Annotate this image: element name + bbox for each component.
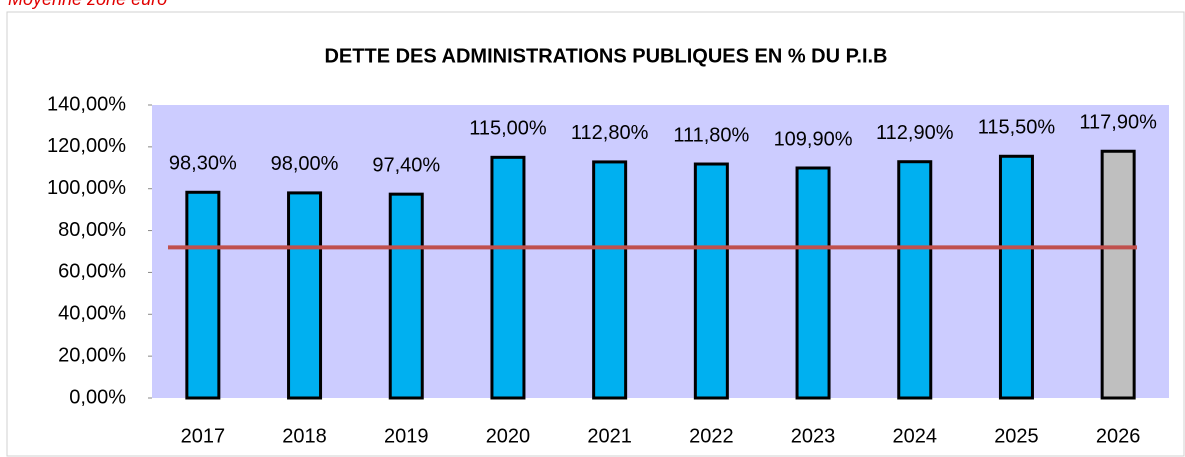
y-tick-label: 0,00% <box>69 386 126 408</box>
bar <box>592 160 628 400</box>
bar <box>693 162 729 400</box>
y-tick-label: 80,00% <box>58 219 126 241</box>
x-tick-label: 2023 <box>791 425 836 447</box>
value-label: 115,00% <box>469 118 547 140</box>
value-label: 112,90% <box>876 122 954 144</box>
value-label: 109,90% <box>774 128 853 150</box>
y-tick-label: 40,00% <box>58 303 126 325</box>
y-tick-label: 20,00% <box>58 344 126 366</box>
x-tick-label: 2026 <box>1096 425 1141 447</box>
value-label: 98,30% <box>169 153 237 175</box>
bar <box>897 160 933 400</box>
y-tick-label: 140,00% <box>47 93 126 115</box>
y-tick-label: 100,00% <box>47 177 126 199</box>
reference-label: Moyenne zone euro <box>8 0 167 9</box>
chart-title: DETTE DES ADMINISTRATIONS PUBLIQUES EN %… <box>324 45 887 67</box>
bar <box>287 191 323 400</box>
bar <box>185 190 221 400</box>
bar <box>795 166 831 400</box>
bar <box>490 155 526 400</box>
x-tick-label: 2018 <box>282 425 327 447</box>
x-tick-label: 2020 <box>486 425 531 447</box>
x-tick-label: 2025 <box>994 425 1039 447</box>
y-tick-label: 60,00% <box>58 261 126 283</box>
bar <box>998 154 1034 400</box>
value-label: 98,00% <box>271 153 339 175</box>
value-label: 117,90% <box>1079 112 1157 134</box>
x-tick-label: 2024 <box>893 425 938 447</box>
bar <box>388 192 424 400</box>
x-tick-label: 2019 <box>384 425 429 447</box>
x-tick-label: 2021 <box>587 425 632 447</box>
value-label: 112,80% <box>571 122 649 144</box>
bar <box>1100 149 1136 400</box>
x-tick-label: 2017 <box>181 425 226 447</box>
value-label: 97,40% <box>372 154 440 176</box>
y-tick-label: 120,00% <box>47 135 126 157</box>
x-tick-label: 2022 <box>689 425 734 447</box>
value-label: 115,50% <box>978 117 1056 139</box>
value-label: 111,80% <box>673 124 749 146</box>
